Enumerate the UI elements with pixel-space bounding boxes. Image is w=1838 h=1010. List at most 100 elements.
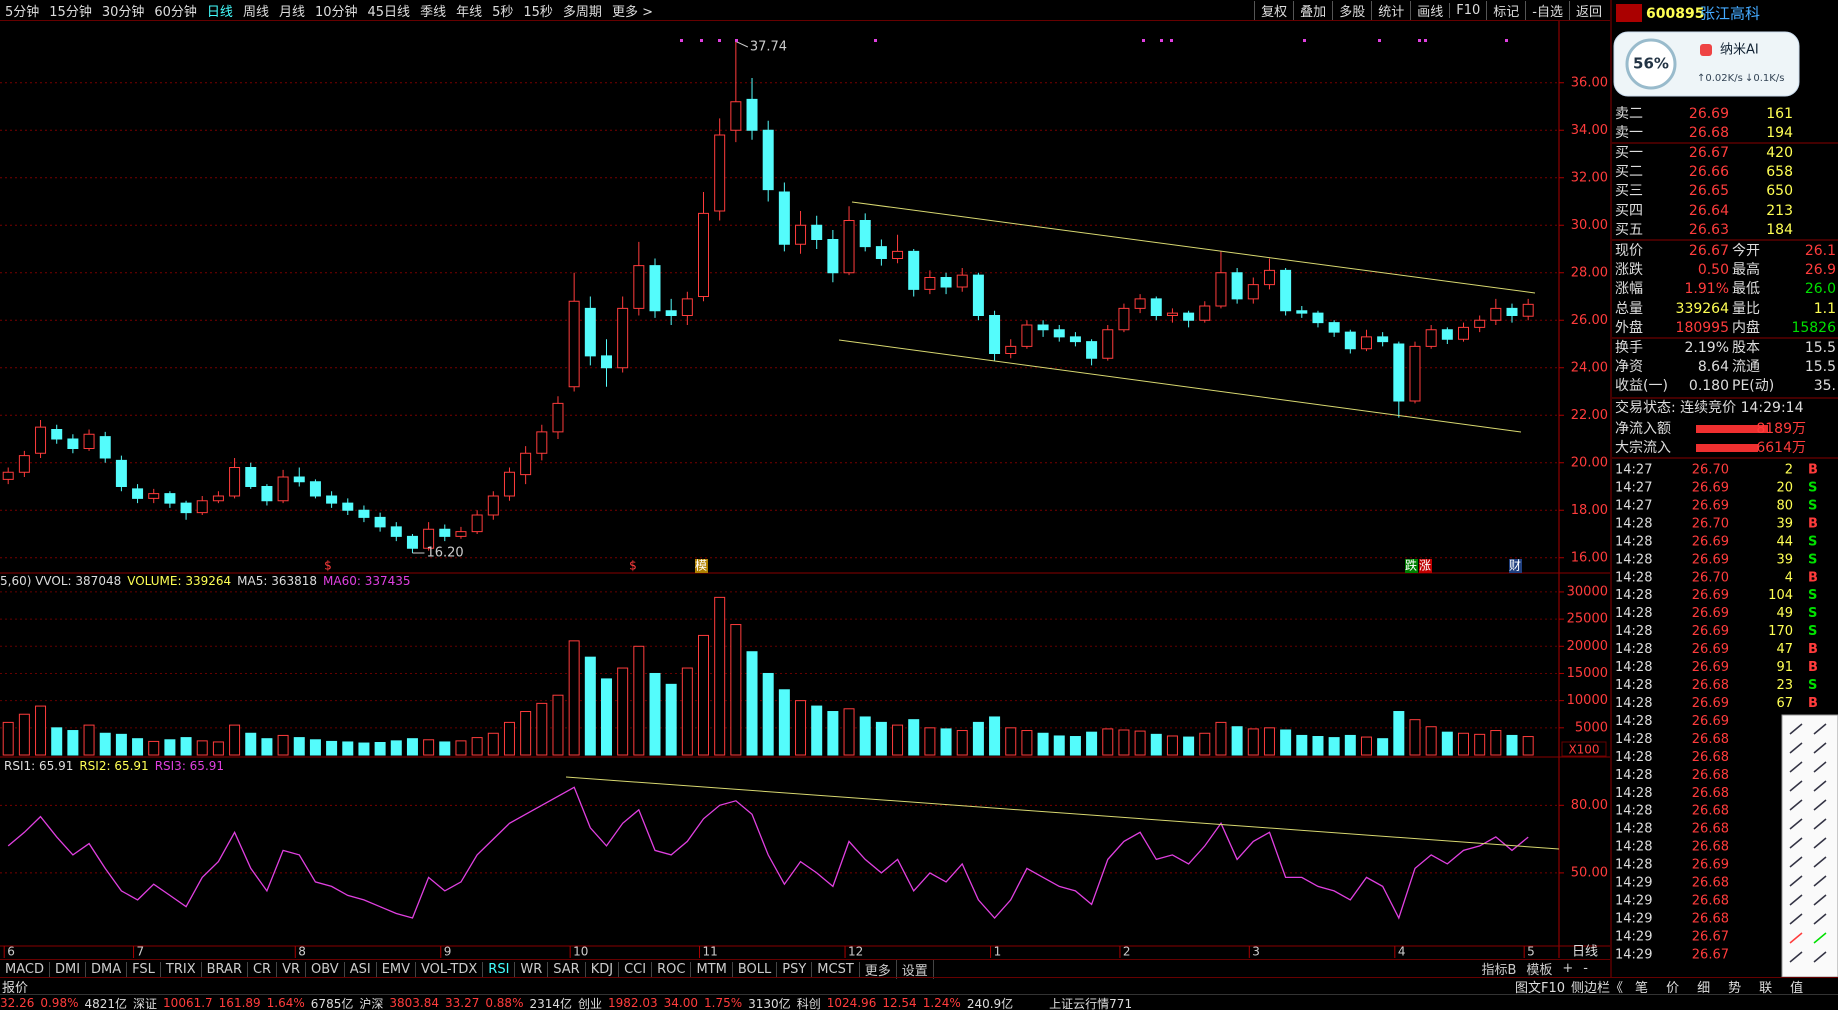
- period-tab[interactable]: 15秒: [523, 4, 553, 20]
- trade-price: 26.67: [1692, 947, 1729, 962]
- candle-body: [778, 191, 790, 245]
- indicator-tab[interactable]: KDJ: [586, 961, 620, 977]
- indicator-tab[interactable]: RSI: [483, 961, 516, 977]
- indicator-tab[interactable]: ROC: [652, 961, 692, 977]
- book-label: 买二: [1615, 164, 1643, 180]
- month-label: 9: [444, 945, 452, 959]
- tool-button[interactable]: 多股: [1332, 0, 1371, 20]
- period-tab[interactable]: 季线: [420, 4, 447, 20]
- indicator-tab[interactable]: 更多: [860, 959, 897, 979]
- indicator-tool[interactable]: 模板: [1526, 962, 1553, 978]
- candle-body: [1490, 307, 1502, 321]
- tool-button[interactable]: -自选: [1525, 0, 1569, 20]
- candle-body: [972, 274, 984, 316]
- tool-button[interactable]: 复权: [1254, 0, 1293, 20]
- book-label: 买五: [1615, 222, 1643, 238]
- panel-tab[interactable]: 值: [1790, 981, 1804, 996]
- draw-tool-icon: [1813, 723, 1827, 735]
- period-tab[interactable]: 60分钟: [154, 4, 197, 20]
- tool-button[interactable]: 标记: [1486, 0, 1525, 20]
- rsi-line: [7, 786, 1529, 920]
- period-tab[interactable]: 年线: [456, 4, 483, 20]
- period-tab[interactable]: 月线: [278, 4, 305, 20]
- price-tick-label: 32.00: [1571, 170, 1608, 185]
- quote-value: 2.19%: [1685, 340, 1729, 356]
- indicator-tab[interactable]: BRAR: [202, 961, 248, 977]
- indicator-tab[interactable]: 设置: [897, 959, 934, 979]
- candle-body: [956, 274, 968, 288]
- side-link[interactable]: 图文F10: [1515, 981, 1566, 996]
- period-tab[interactable]: 多周期: [562, 4, 602, 20]
- quote-value: 26.9: [1805, 262, 1836, 278]
- indicator-tab[interactable]: DMA: [86, 961, 128, 977]
- trade-time: 14:28: [1615, 696, 1652, 711]
- indicator-tab[interactable]: SAR: [548, 961, 586, 977]
- market-amount: 6785亿: [310, 996, 354, 1010]
- quote-value: 1.1: [1814, 301, 1836, 317]
- quote-value: 0.180: [1689, 378, 1729, 394]
- draw-tool-icon: [1789, 780, 1803, 792]
- indicator-tab[interactable]: BOLL: [733, 961, 778, 977]
- tool-button[interactable]: 画线: [1410, 0, 1449, 20]
- trade-side: B: [1808, 696, 1818, 711]
- indicator-tool[interactable]: -: [1583, 960, 1588, 976]
- indicator-tab[interactable]: TRIX: [161, 961, 202, 977]
- candle-body: [1280, 269, 1292, 312]
- volume-bar: [1458, 732, 1469, 756]
- indicator-tab[interactable]: DMI: [50, 961, 87, 977]
- panel-tab[interactable]: 势: [1728, 981, 1742, 996]
- indicator-tab[interactable]: MACD: [0, 961, 50, 977]
- period-tab[interactable]: 10分钟: [314, 4, 358, 20]
- volume-bar: [1037, 732, 1049, 756]
- flow-value: 6614万: [1756, 440, 1806, 456]
- tool-button[interactable]: F10: [1449, 2, 1486, 18]
- candle-body: [1425, 329, 1437, 347]
- tool-button[interactable]: 统计: [1371, 0, 1410, 20]
- side-link[interactable]: 侧边栏《: [1571, 981, 1624, 996]
- event-badge: [1509, 559, 1522, 573]
- period-tab[interactable]: 5分钟: [5, 4, 40, 20]
- tool-button[interactable]: 返回: [1568, 0, 1608, 20]
- indicator-tab[interactable]: VR: [277, 961, 307, 977]
- indicator-tab[interactable]: MCST: [812, 961, 860, 977]
- indicator-tool[interactable]: +: [1562, 960, 1574, 976]
- indicator-tool[interactable]: 指标B: [1481, 962, 1517, 978]
- panel-tab[interactable]: 价: [1666, 981, 1680, 996]
- volume-bar: [1086, 731, 1098, 756]
- candle-body: [1086, 341, 1098, 359]
- indicator-tab[interactable]: EMV: [377, 961, 417, 977]
- indicator-tab[interactable]: WR: [515, 961, 549, 977]
- panel-tab[interactable]: 细: [1697, 981, 1711, 996]
- indicator-tab[interactable]: FSL: [127, 961, 161, 977]
- period-tab[interactable]: 日线: [206, 4, 233, 20]
- trade-price: 26.69: [1692, 660, 1729, 675]
- indicator-tab[interactable]: CR: [248, 961, 278, 977]
- candle-body: [795, 224, 807, 245]
- trade-price: 26.69: [1692, 624, 1729, 639]
- period-tab[interactable]: 45日线: [367, 4, 411, 20]
- candle-body: [180, 502, 192, 514]
- indicator-tab[interactable]: OBV: [306, 961, 345, 977]
- low-label: 16.20: [426, 546, 463, 561]
- month-label: 2: [1123, 945, 1131, 959]
- period-tab[interactable]: 30分钟: [101, 4, 145, 20]
- period-tab[interactable]: 更多 >: [611, 4, 653, 20]
- trade-time: 14:28: [1615, 804, 1652, 819]
- candle-body: [875, 246, 887, 259]
- indicator-tab[interactable]: CCI: [619, 961, 653, 977]
- tool-button[interactable]: 叠加: [1293, 0, 1332, 20]
- panel-tab[interactable]: 笔: [1635, 981, 1649, 996]
- trade-price: 26.70: [1692, 570, 1729, 585]
- draw-tool-icon: [1789, 837, 1803, 849]
- market-name: 沪深: [359, 996, 384, 1010]
- flow-label: 大宗流入: [1615, 440, 1671, 456]
- indicator-tab[interactable]: MTM: [691, 961, 733, 977]
- panel-tab[interactable]: 联: [1759, 981, 1773, 996]
- period-tab[interactable]: 周线: [242, 4, 269, 20]
- candle-body: [326, 495, 338, 504]
- indicator-tab[interactable]: ASI: [345, 961, 377, 977]
- indicator-tab[interactable]: PSY: [777, 961, 813, 977]
- period-tab[interactable]: 15分钟: [49, 4, 92, 20]
- indicator-tab[interactable]: VOL-TDX: [416, 961, 484, 977]
- period-tab[interactable]: 5秒: [492, 4, 514, 20]
